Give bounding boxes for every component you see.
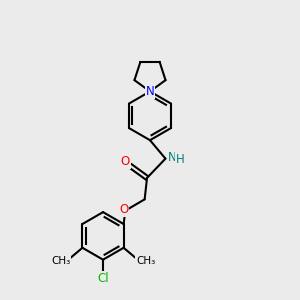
Text: O: O xyxy=(119,202,128,216)
Text: O: O xyxy=(119,202,128,216)
Text: N: N xyxy=(168,151,176,164)
Text: N: N xyxy=(146,85,154,98)
Text: Cl: Cl xyxy=(97,272,109,285)
Text: O: O xyxy=(121,155,130,168)
Text: CH₃: CH₃ xyxy=(136,256,155,266)
Text: H: H xyxy=(176,153,185,166)
Text: CH₃: CH₃ xyxy=(51,256,70,266)
Text: N: N xyxy=(146,85,154,98)
